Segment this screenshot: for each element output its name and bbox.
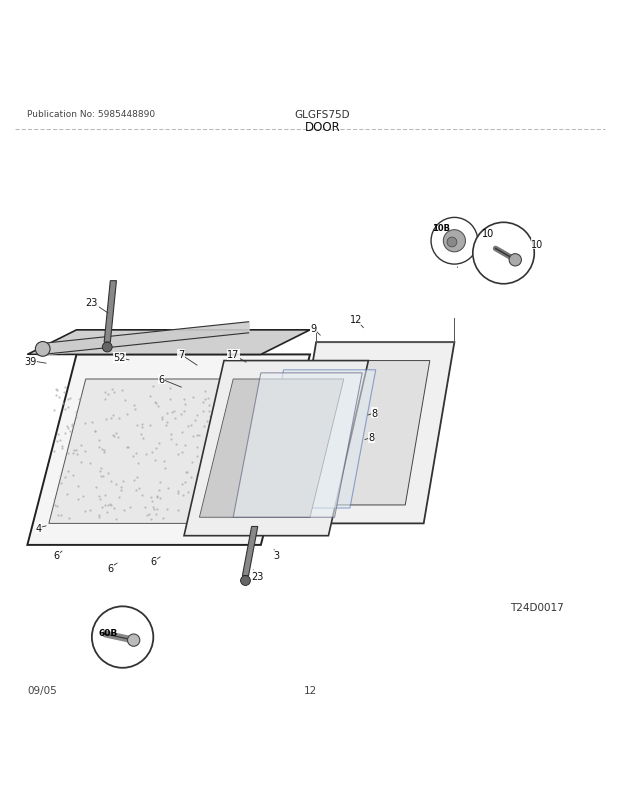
Text: 10: 10 [531,240,544,249]
Text: 9: 9 [310,323,316,334]
Circle shape [128,634,140,646]
Text: Publication No: 5985448890: Publication No: 5985448890 [27,110,156,119]
Text: 60B: 60B [98,628,117,637]
Text: 3: 3 [273,551,279,561]
Text: 8: 8 [371,408,378,419]
Polygon shape [200,379,344,517]
Circle shape [509,254,521,266]
Circle shape [431,218,478,265]
Text: 10: 10 [482,229,494,239]
Polygon shape [242,527,258,576]
Polygon shape [27,330,310,355]
Text: 4: 4 [35,523,42,533]
Text: T24D0017: T24D0017 [510,603,564,613]
Text: 52: 52 [113,353,126,363]
Text: GLGFS75D: GLGFS75D [294,110,350,119]
Text: 6: 6 [54,551,60,561]
Text: 6: 6 [150,557,156,567]
Polygon shape [233,374,362,517]
Polygon shape [285,342,454,524]
Text: DOOR: DOOR [304,120,340,133]
Circle shape [35,342,50,357]
Polygon shape [184,361,368,536]
Text: 7: 7 [178,350,184,360]
Polygon shape [104,282,117,342]
Circle shape [102,342,112,353]
Text: 12: 12 [350,315,362,325]
Circle shape [92,606,153,668]
Polygon shape [49,379,261,524]
Text: 39: 39 [24,356,37,366]
Text: 23: 23 [252,571,264,581]
Polygon shape [258,371,376,508]
Text: 12: 12 [303,686,317,695]
Circle shape [443,230,466,253]
Text: 6: 6 [158,375,164,384]
Text: 17: 17 [227,350,239,360]
Circle shape [241,576,250,585]
Text: 8: 8 [368,433,374,443]
Polygon shape [304,361,430,505]
Text: 10B: 10B [432,224,450,233]
Text: 6: 6 [107,563,113,573]
Polygon shape [27,355,310,545]
Circle shape [473,223,534,285]
Circle shape [447,237,457,248]
Text: eReplacementParts.com: eReplacementParts.com [246,423,374,434]
Text: 23: 23 [86,298,98,308]
Text: 09/05: 09/05 [27,686,57,695]
